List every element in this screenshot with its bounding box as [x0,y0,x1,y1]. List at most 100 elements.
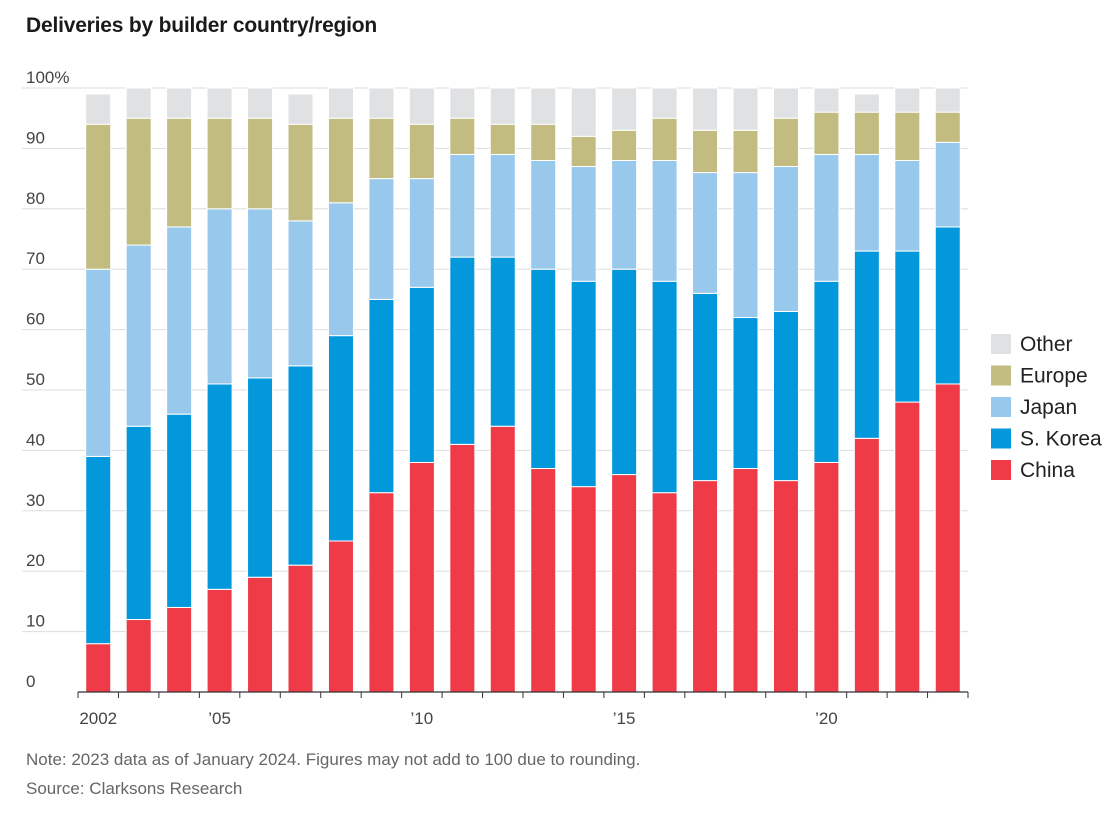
bar-segment-other-2011 [449,87,476,119]
bar-segment-s-korea-2005 [206,383,233,590]
bar-segment-s-korea-2013 [530,268,557,470]
y-tick-label: 10 [26,612,45,631]
bar-segment-europe-2004 [166,117,193,228]
bar-segment-japan-2006 [247,208,274,379]
chart-source: Source: Clarksons Research [26,779,243,798]
bar-segment-china-2008 [327,540,354,693]
bar-segment-europe-2009 [368,117,395,180]
y-tick-label: 0 [26,672,35,691]
x-tick-label: ’05 [208,709,231,728]
y-tick-label: 100% [26,68,69,87]
bar-segment-other-2004 [166,87,193,119]
y-tick-label: 60 [26,310,45,329]
bar-segment-japan-2017 [692,172,719,294]
legend-swatch-s-korea [991,428,1011,449]
bar-segment-japan-2013 [530,159,557,270]
bar-segment-europe-2005 [206,117,233,210]
y-tick-label: 50 [26,370,45,389]
bar-segment-japan-2015 [611,159,638,270]
bar-segment-japan-2004 [166,226,193,415]
y-tick-label: 30 [26,491,45,510]
bar-segment-s-korea-2019 [772,310,799,482]
bar-segment-japan-2011 [449,153,476,258]
bar-segment-europe-2019 [772,117,799,168]
bar-segment-japan-2018 [732,172,759,319]
bar-segment-other-2002 [85,93,112,125]
bar-segment-japan-2021 [853,153,880,252]
bar-segment-europe-2016 [651,117,678,161]
bar-segment-japan-2020 [813,153,840,282]
bar-segment-europe-2006 [247,117,274,210]
legend-swatch-japan [991,397,1011,417]
legend-swatch-europe [991,365,1011,386]
bar-segment-europe-2017 [692,129,719,174]
bar-segment-s-korea-2002 [85,455,112,645]
legend-label-china: China [1020,459,1075,482]
bar-segment-europe-2003 [125,117,152,246]
bar-segment-s-korea-2020 [813,280,840,463]
bar-segment-china-2016 [651,492,678,693]
legend-label-s-korea: S. Korea [1020,428,1102,451]
bar-segment-other-2005 [206,87,233,119]
bar-segment-japan-2008 [327,202,354,337]
bar-segment-s-korea-2015 [611,268,638,476]
bar-segment-s-korea-2022 [894,250,921,403]
chart-note: Note: 2023 data as of January 2024. Figu… [26,750,641,769]
bar-segment-europe-2015 [611,129,638,161]
bar-segment-s-korea-2010 [408,286,435,463]
legend-swatch-other [991,334,1011,354]
y-tick-label: 70 [26,249,45,268]
bar-segment-europe-2022 [894,111,921,161]
bar-segment-japan-2023 [934,141,961,228]
x-tick-label: ’15 [613,709,636,728]
bar-segment-other-2016 [651,87,678,119]
bar-segment-china-2014 [570,486,597,693]
bar-segment-other-2017 [692,87,719,131]
bar-segment-other-2010 [408,87,435,125]
bar-segment-europe-2012 [489,123,516,155]
bar-segment-other-2023 [934,87,961,113]
bar-segment-japan-2003 [125,244,152,427]
bar-segment-china-2020 [813,461,840,693]
bar-segment-china-2005 [206,588,233,693]
bar-segment-japan-2022 [894,159,921,252]
bar-segment-europe-2014 [570,135,597,168]
y-tick-label: 40 [26,430,45,449]
bar-segment-s-korea-2007 [287,365,314,566]
bar-segment-s-korea-2003 [125,425,152,621]
bar-segment-other-2007 [287,93,314,125]
bar-segment-s-korea-2004 [166,413,193,608]
bar-segment-china-2018 [732,468,759,693]
bar-segment-china-2010 [408,461,435,693]
bar-segment-europe-2021 [853,111,880,155]
bar-segment-s-korea-2006 [247,377,274,578]
bar-segment-china-2021 [853,437,880,693]
bar-segment-other-2020 [813,87,840,113]
bar-segment-other-2021 [853,93,880,113]
bar-segment-japan-2002 [85,268,112,457]
bar-segment-europe-2007 [287,123,314,222]
bar-segment-europe-2010 [408,123,435,180]
bar-segment-s-korea-2016 [651,280,678,494]
bar-segment-japan-2009 [368,178,395,300]
bar-segment-japan-2012 [489,153,516,258]
bar-segment-s-korea-2009 [368,298,395,494]
bar-segment-europe-2018 [732,129,759,174]
bar-segment-japan-2007 [287,220,314,367]
bar-segment-japan-2010 [408,178,435,288]
bar-segment-japan-2014 [570,166,597,282]
bar-segment-china-2022 [894,401,921,693]
bar-segment-china-2006 [247,576,274,693]
bar-segment-other-2022 [894,87,921,113]
bar-segment-s-korea-2011 [449,256,476,445]
bar-segment-china-2003 [125,619,152,693]
bar-segment-s-korea-2017 [692,292,719,482]
bar-segment-other-2009 [368,87,395,119]
y-tick-label: 80 [26,189,45,208]
bar-segment-europe-2023 [934,111,961,143]
legend-label-japan: Japan [1020,396,1077,419]
bar-segment-other-2012 [489,87,516,125]
bar-segment-other-2018 [732,87,759,131]
bar-segment-europe-2008 [327,117,354,204]
bar-segment-s-korea-2014 [570,280,597,488]
